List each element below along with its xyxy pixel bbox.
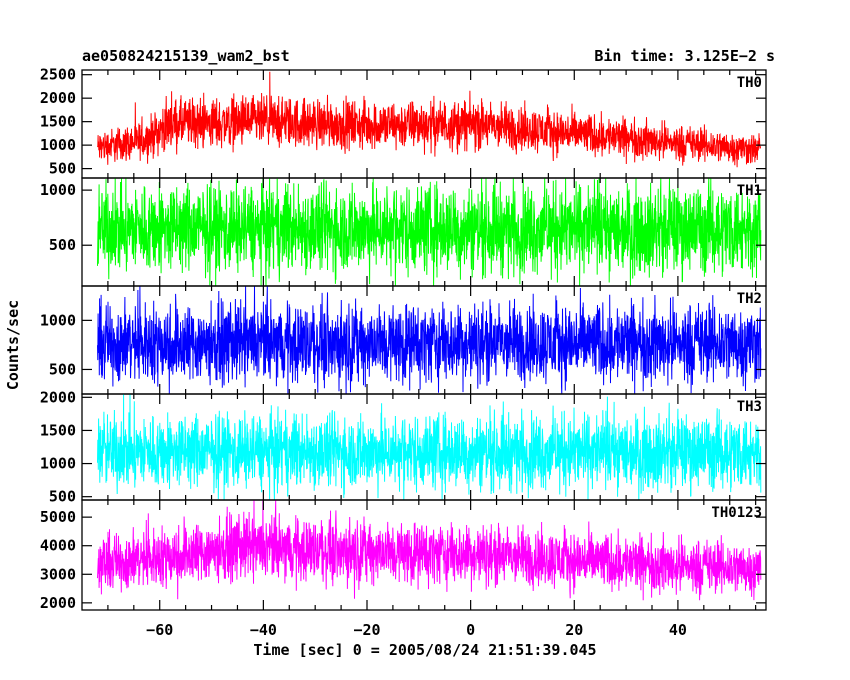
chart-title: ae050824215139_wam2_bst [82, 47, 290, 65]
y-tick-label: 3000 [40, 565, 76, 583]
series-th0-trace [97, 71, 762, 168]
y-tick-label: 1000 [40, 181, 76, 199]
panel-th0123-label: TH0123 [711, 505, 762, 521]
x-axis-title: Time [sec] 0 = 2005/08/24 21:51:39.045 [253, 641, 596, 659]
y-tick-label: 1500 [40, 421, 76, 439]
panel-th1-label: TH1 [737, 183, 762, 199]
y-tick-label: 500 [49, 236, 76, 254]
panel-th3-label: TH3 [737, 399, 762, 415]
y-tick-label: 1000 [40, 311, 76, 329]
y-tick-label: 1000 [40, 455, 76, 473]
y-tick-label: 500 [49, 360, 76, 378]
x-tick-label: −20 [353, 621, 380, 639]
series-th2-trace [97, 285, 762, 395]
y-tick-label: 1500 [40, 113, 76, 131]
panel-th0123-frame [81, 499, 767, 611]
y-tick-label: 500 [49, 160, 76, 178]
panels-group: 500 1000 1500 2000 2500 TH0 500 1000 TH1 500 1000 T… [40, 66, 767, 639]
y-axis-title: Counts/sec [4, 300, 22, 390]
y-tick-label: 2500 [40, 66, 76, 84]
x-tick-label: −40 [250, 621, 277, 639]
series-th0123-trace [97, 499, 762, 601]
y-tick-label: 2000 [40, 89, 76, 107]
x-tick-label: 20 [565, 621, 583, 639]
y-tick-label: 2000 [40, 594, 76, 612]
y-tick-label: 1000 [40, 136, 76, 154]
series-th3-trace [97, 393, 762, 501]
y-tick-label: 5000 [40, 508, 76, 526]
panel-th0-label: TH0 [737, 75, 762, 91]
panel-th2-label: TH2 [737, 291, 762, 307]
x-tick-label: 0 [466, 621, 475, 639]
x-tick-label: 40 [669, 621, 687, 639]
x-tick-label: −60 [146, 621, 173, 639]
series-th1-trace [97, 177, 762, 287]
y-tick-label: 2000 [40, 388, 76, 406]
y-tick-label: 4000 [40, 537, 76, 555]
y-tick-label: 500 [49, 488, 76, 506]
bin-time-label: Bin time: 3.125E−2 s [594, 47, 775, 65]
